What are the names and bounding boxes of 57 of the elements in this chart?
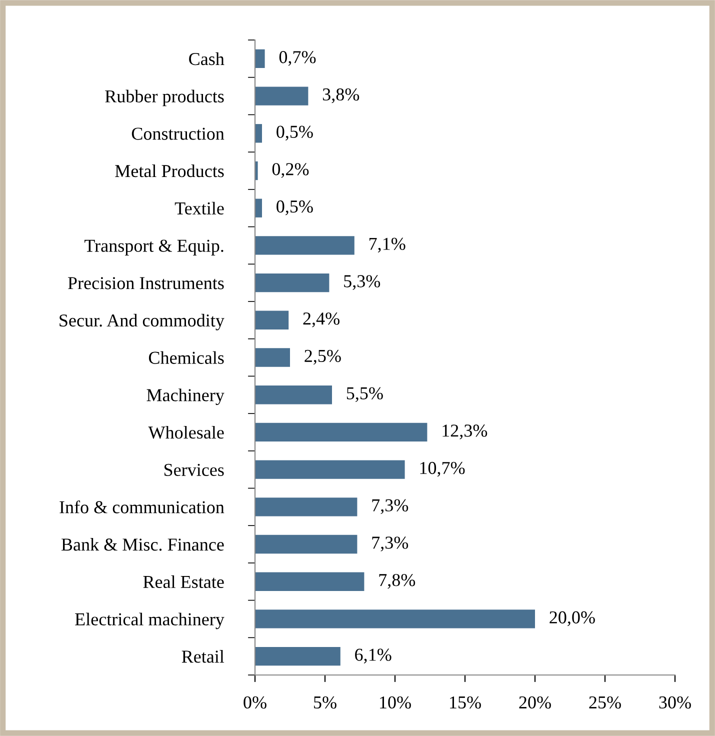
bar	[255, 610, 535, 628]
y-tick-label: Chemicals	[148, 351, 224, 364]
bar	[255, 310, 289, 330]
bar	[255, 348, 290, 367]
y-tick-label: Bank & Misc. Finance	[61, 538, 224, 551]
x-tick-label: 30%	[659, 696, 691, 709]
x-tick-label: 25%	[589, 696, 621, 709]
data-label: 6,1%	[355, 648, 392, 664]
y-tick-label: Secur. And commodity	[60, 314, 224, 330]
x-tick-label: 0%	[244, 696, 266, 709]
data-label: 7,8%	[379, 574, 416, 589]
data-label: 10,7%	[420, 462, 465, 477]
y-tick-label: Construction	[132, 128, 224, 140]
y-tick-label: Rubber products	[105, 90, 224, 106]
data-label: 0,5%	[276, 200, 313, 216]
bar	[255, 49, 265, 68]
bar	[255, 86, 308, 106]
data-label: 5,5%	[346, 387, 383, 402]
data-label: 7,1%	[369, 238, 406, 253]
bar	[255, 273, 330, 292]
data-label: 0,2%	[272, 163, 309, 178]
data-label: 0,7%	[279, 51, 316, 66]
bar	[255, 498, 358, 516]
x-tick-label: 15%	[450, 696, 481, 709]
data-label: 2,4%	[303, 312, 340, 328]
bar	[255, 422, 428, 442]
data-label: 2,5%	[304, 350, 341, 365]
data-label: 7,3%	[372, 499, 408, 514]
data-label: 7,3%	[372, 536, 408, 552]
y-tick-label: Precision Instruments	[68, 277, 224, 290]
y-tick-label: Services	[164, 464, 224, 476]
y-tick-label: Metal Products	[115, 164, 224, 178]
y-tick-label: Real Estate	[143, 575, 224, 588]
y-tick-label: Machinery	[146, 388, 224, 406]
y-tick-label: Wholesale	[148, 426, 224, 439]
x-tick-label: 10%	[380, 696, 411, 709]
bar	[255, 646, 340, 666]
data-label: 3,8%	[322, 88, 360, 104]
y-tick-label: Cash	[189, 52, 224, 66]
y-tick-label: Info & communication	[60, 500, 224, 514]
bar	[255, 572, 364, 591]
x-tick-label: 5%	[314, 696, 336, 709]
y-tick-label: Transport & Equip.	[84, 240, 224, 256]
data-label: 12,3%	[442, 424, 488, 440]
y-tick-label: Retail	[182, 650, 224, 663]
bar	[255, 460, 405, 479]
bar	[255, 124, 262, 143]
data-label: 5,3%	[344, 275, 380, 290]
x-tick-label: 20%	[519, 696, 551, 709]
y-tick-label: Electrical machinery	[75, 612, 224, 630]
bar	[255, 386, 332, 404]
bar	[255, 534, 358, 554]
data-label: 0,5%	[276, 126, 313, 140]
bar	[255, 198, 262, 218]
data-label: 20,0%	[550, 611, 595, 626]
bar	[255, 236, 354, 255]
y-tick-label: Textile	[174, 202, 224, 215]
